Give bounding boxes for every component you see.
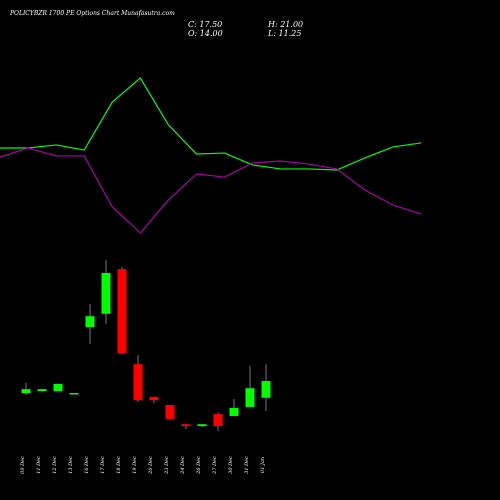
x-tick-label: 31 Dec [244, 456, 250, 474]
x-tick-label: 16 Dec [84, 456, 90, 474]
ohlc-close: C: 17.50 [188, 20, 222, 29]
x-tick-label: 12 Dec [52, 456, 58, 474]
x-tick-label: 27 Dec [212, 456, 218, 475]
candle-body [165, 405, 175, 419]
indicator-line [0, 147, 422, 234]
indicator-line [0, 77, 422, 171]
x-tick-label: 19 Dec [132, 456, 138, 474]
candle-body [117, 269, 127, 354]
x-tick-label: 17 Dec [100, 456, 106, 474]
candle-body [213, 414, 223, 427]
x-tick-label: 11 Dec [36, 456, 42, 474]
candle-body [229, 407, 239, 417]
candle-body [197, 424, 207, 427]
ohlc-low: L: 11.25 [267, 29, 301, 38]
chart-title: POLICYBZR 1700 PE Options Chart Munafasu… [9, 10, 175, 17]
candle-body [21, 389, 31, 393]
candle-body [37, 389, 47, 392]
x-tick-label: 01 Jan [260, 457, 266, 473]
candle-body [133, 364, 143, 401]
x-tick-label: 23 Dec [164, 456, 170, 475]
x-tick-label: 09 Dec [20, 456, 26, 474]
candle-body [69, 393, 79, 395]
x-tick-label: 26 Dec [196, 456, 202, 475]
ohlc-open: O: 14.00 [188, 29, 223, 38]
x-tick-label: 30 Dec [228, 456, 234, 474]
candle-body [101, 273, 111, 314]
ohlc-high: H: 21.00 [267, 20, 303, 29]
candle-body [149, 396, 159, 401]
x-tick-label: 18 Dec [116, 456, 122, 474]
candle-body [245, 388, 255, 407]
candle-body [53, 383, 63, 392]
candle-body [261, 381, 271, 398]
x-tick-label: 13 Dec [68, 456, 74, 474]
candle-body [181, 424, 191, 427]
x-tick-label: 20 Dec [148, 456, 154, 475]
x-tick-label: 24 Dec [180, 456, 186, 475]
candle-body [85, 316, 95, 327]
